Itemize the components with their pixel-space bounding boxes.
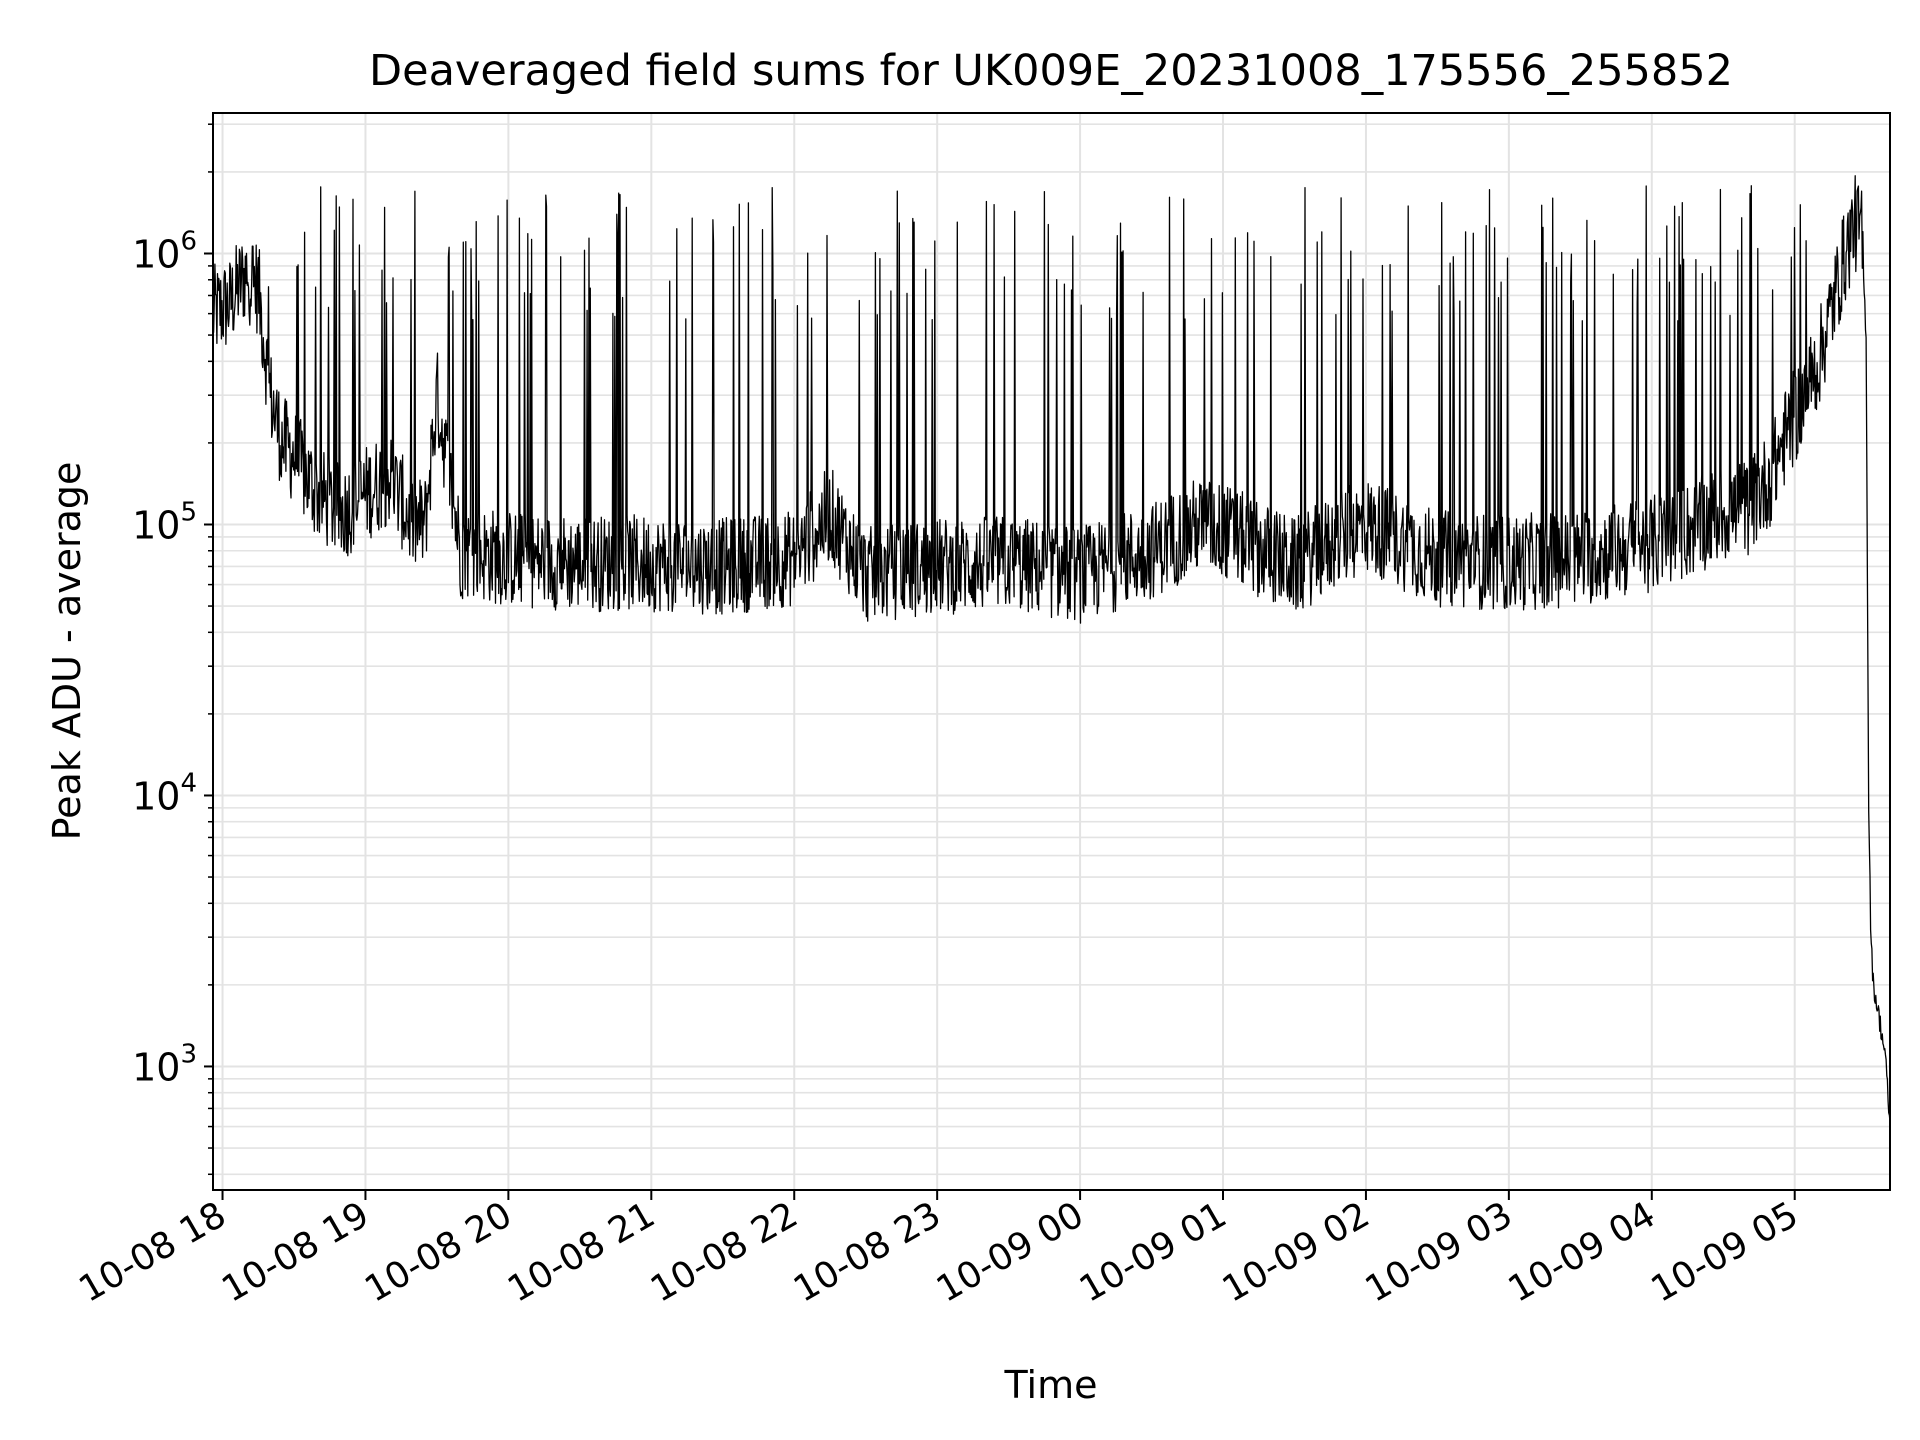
y-tick-label: 105: [132, 497, 197, 547]
y-axis-label: Peak ADU - average: [45, 462, 89, 841]
series-line-layer: [212, 175, 1891, 1123]
y-tick-label: 106: [132, 227, 197, 277]
y-tick-label: 104: [132, 768, 197, 818]
plot-frame: [212, 112, 1891, 1191]
x-axis-label: Time: [1004, 1363, 1098, 1407]
series-line: [212, 175, 1891, 1123]
chart-title: Deaveraged field sums for UK009E_2023100…: [369, 46, 1733, 96]
y-tick-label: 103: [132, 1039, 197, 1089]
